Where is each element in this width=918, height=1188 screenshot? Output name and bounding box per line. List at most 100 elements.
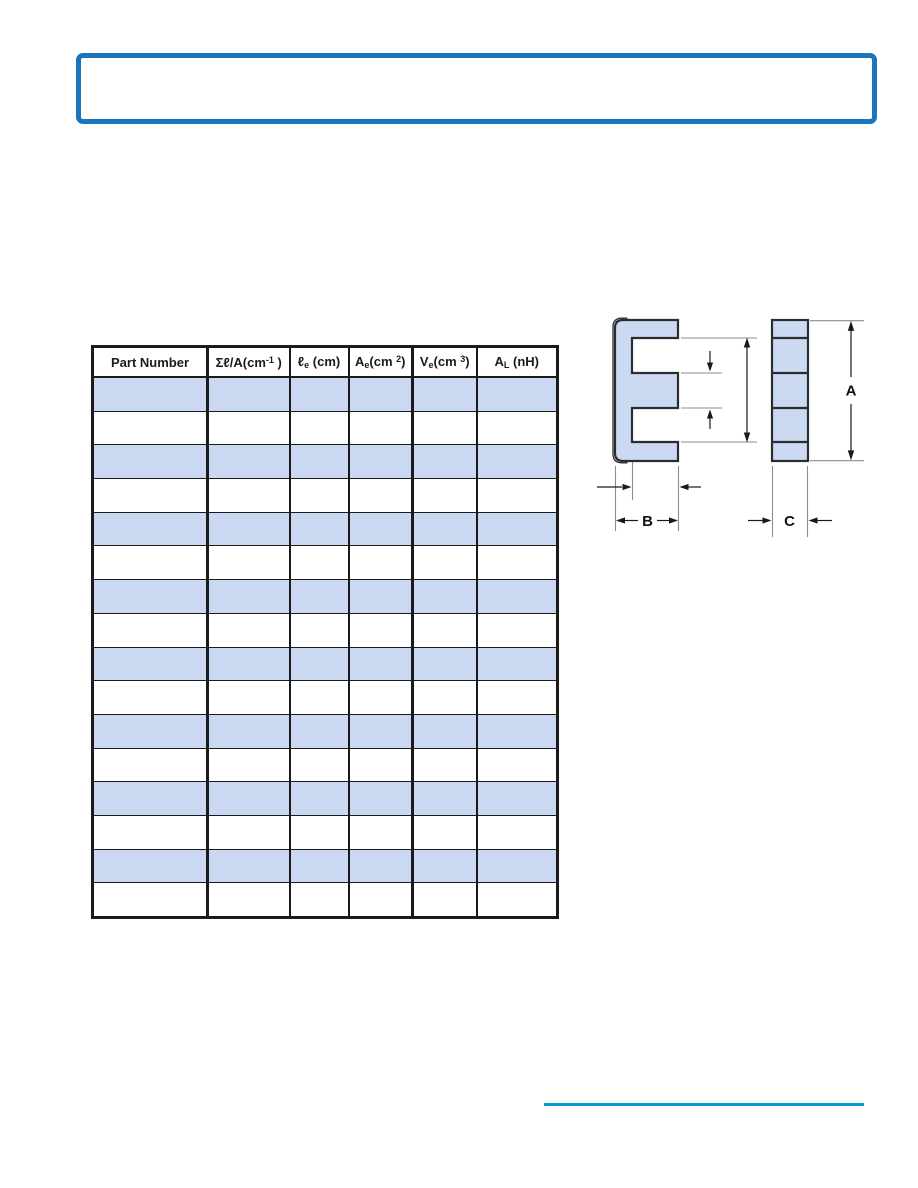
- table-body: [92, 376, 558, 918]
- dimension-label-c: C: [784, 513, 795, 530]
- core-dimension-diagram: B C A: [597, 317, 864, 537]
- table-row: [92, 376, 558, 412]
- table-row: [92, 579, 558, 614]
- core-data-table: Part Number Σℓ/A(cm-1 ) ℓe (cm) Ae(cm 2) Ve(…: [91, 345, 559, 919]
- column-header: Σℓ/A(cm-1 ): [206, 346, 290, 378]
- table-cell: [411, 444, 477, 479]
- table-row: [92, 410, 558, 445]
- table-row: [92, 848, 558, 883]
- center-leg-dimension: [706, 351, 714, 429]
- table-row: [92, 781, 558, 816]
- table-cell: [475, 848, 558, 883]
- table-cell: [347, 781, 413, 816]
- table-cell: [206, 814, 290, 850]
- table-cell: [411, 814, 477, 850]
- table-cell: [411, 680, 477, 715]
- table-cell: [411, 376, 477, 412]
- table-cell: [288, 478, 349, 513]
- table-cell: [288, 680, 349, 715]
- table-cell: [475, 444, 558, 479]
- table-row: [92, 545, 558, 580]
- table-cell: [92, 814, 208, 850]
- table-cell: [288, 511, 349, 546]
- table-cell: [475, 781, 558, 816]
- table-cell: [475, 612, 558, 647]
- table-cell: [206, 646, 290, 681]
- table-cell: [206, 410, 290, 445]
- table-cell: [92, 545, 208, 580]
- dimension-label-a: A: [846, 383, 857, 400]
- e-core-side-view: [770, 318, 810, 463]
- window-span-dimension: [743, 337, 751, 443]
- table-cell: [475, 882, 558, 918]
- table-cell: [288, 410, 349, 445]
- extension-lines: [614, 320, 864, 537]
- table-row: [92, 478, 558, 513]
- table-cell: [206, 579, 290, 614]
- table-cell: [475, 713, 558, 749]
- title-box: [76, 53, 877, 124]
- table-cell: [288, 747, 349, 782]
- table-cell: [288, 713, 349, 749]
- table-cell: [347, 511, 413, 546]
- table-cell: [475, 478, 558, 513]
- table-cell: [206, 680, 290, 715]
- dimension-a: A: [846, 320, 857, 461]
- table-cell: [347, 478, 413, 513]
- table-cell: [475, 511, 558, 546]
- table-cell: [92, 511, 208, 546]
- table-cell: [92, 680, 208, 715]
- table-row: [92, 680, 558, 715]
- table-cell: [206, 511, 290, 546]
- table-cell: [92, 579, 208, 614]
- table-cell: [347, 747, 413, 782]
- table-cell: [347, 410, 413, 445]
- table-cell: [206, 882, 290, 918]
- table-cell: [288, 376, 349, 412]
- table-row: [92, 646, 558, 681]
- table-cell: [475, 680, 558, 715]
- table-cell: [347, 444, 413, 479]
- column-header: Ve(cm 3): [411, 346, 477, 378]
- table-cell: [92, 410, 208, 445]
- table-cell: [347, 376, 413, 412]
- table-cell: [92, 781, 208, 816]
- table-header-row: Part Number Σℓ/A(cm-1 ) ℓe (cm) Ae(cm 2) Ve(…: [92, 346, 558, 378]
- table-cell: [411, 781, 477, 816]
- table-cell: [475, 545, 558, 580]
- table-cell: [411, 747, 477, 782]
- table-row: [92, 511, 558, 546]
- dimension-b: B: [616, 513, 678, 530]
- table-cell: [288, 646, 349, 681]
- table-cell: [347, 882, 413, 918]
- column-header: AL (nH): [475, 346, 558, 378]
- table-cell: [411, 713, 477, 749]
- table-cell: [347, 646, 413, 681]
- table-cell: [475, 814, 558, 850]
- table-cell: [288, 545, 349, 580]
- table-cell: [92, 444, 208, 479]
- table-cell: [288, 579, 349, 614]
- table-cell: [288, 444, 349, 479]
- table-cell: [206, 848, 290, 883]
- table-cell: [206, 444, 290, 479]
- table-cell: [206, 713, 290, 749]
- table-cell: [206, 612, 290, 647]
- table-cell: [411, 545, 477, 580]
- table-cell: [92, 848, 208, 883]
- e-core-front-view: [612, 317, 680, 464]
- footer-rule: [544, 1103, 864, 1106]
- column-header: Part Number: [92, 346, 208, 378]
- table-cell: [411, 882, 477, 918]
- table-cell: [411, 511, 477, 546]
- column-header: Ae(cm 2): [347, 346, 413, 378]
- column-header: ℓe (cm): [288, 346, 349, 378]
- table-cell: [475, 579, 558, 614]
- table-cell: [206, 376, 290, 412]
- table-row: [92, 713, 558, 749]
- table-cell: [206, 781, 290, 816]
- table-cell: [347, 814, 413, 850]
- table-cell: [347, 680, 413, 715]
- table-cell: [347, 612, 413, 647]
- table-cell: [92, 646, 208, 681]
